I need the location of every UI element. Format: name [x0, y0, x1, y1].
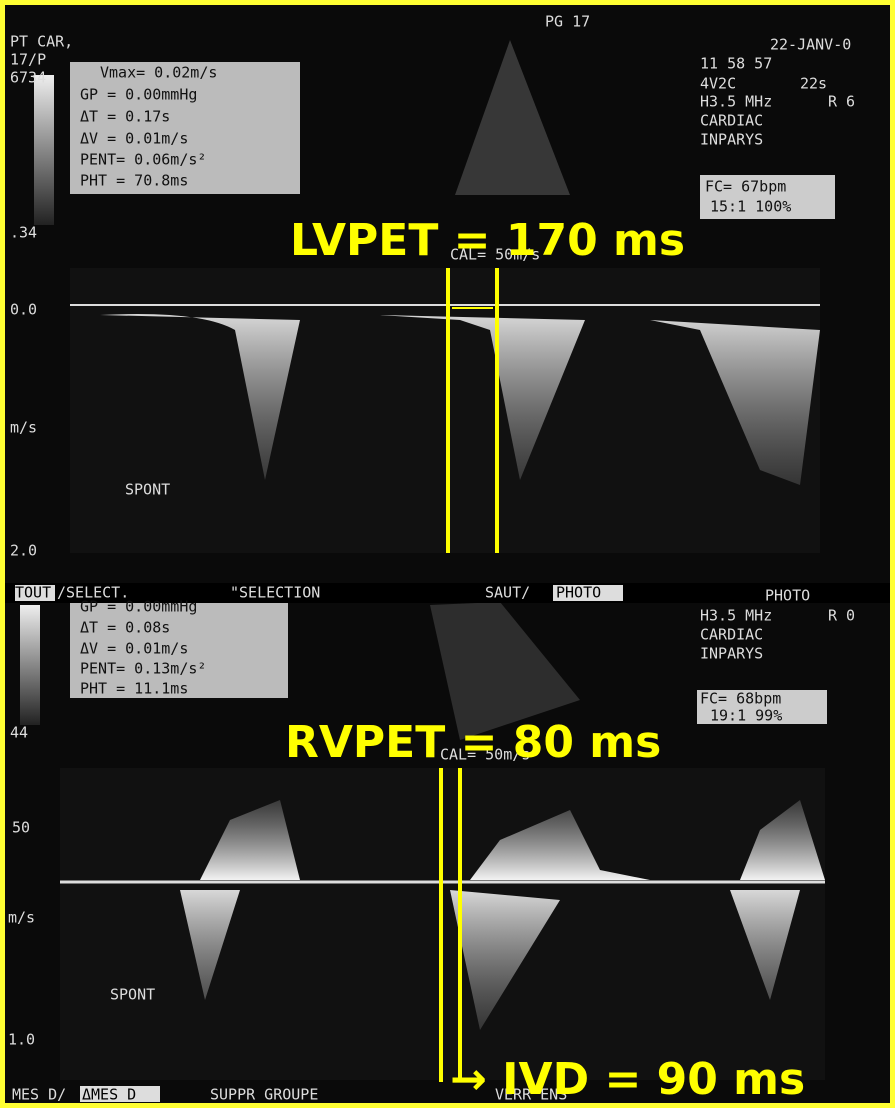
measurement: GP = 0.00mmHg	[80, 86, 197, 104]
gray-scale: 44	[10, 724, 28, 742]
frame-rate: 15:1 100%	[710, 198, 791, 216]
measurement: ΔT = 0.17s	[80, 108, 170, 126]
calibration: CAL= 50m/s	[450, 246, 540, 264]
menu-highlight	[553, 585, 623, 601]
menu-item: ΔMES D	[82, 1086, 136, 1104]
measure-box	[70, 603, 288, 698]
sector-image	[455, 40, 570, 195]
hr-box	[700, 175, 835, 219]
duration: 22s	[800, 75, 827, 93]
measurement: ΔT = 0.08s	[80, 619, 170, 637]
frequency: H3.5 MHz	[700, 93, 772, 111]
gray-bar	[34, 75, 54, 225]
annotation: LVPET = 170 ms	[290, 215, 685, 266]
menu-item: SUPPR GROUPE	[210, 1086, 318, 1104]
site: INPARYS	[700, 645, 763, 663]
menu-item: VERR ENS	[495, 1086, 567, 1104]
menu-highlight	[80, 1086, 160, 1102]
waveform	[180, 890, 800, 1030]
preset: CARDIAC	[700, 112, 763, 130]
menu-item: SAUT/	[485, 584, 530, 602]
measurement: PHT = 11.1ms	[80, 680, 188, 698]
measurement: PENT= 0.06m/s²	[80, 151, 206, 169]
measurement: ΔV = 0.01m/s	[80, 130, 188, 148]
scale-label: m/s	[8, 909, 35, 927]
frequency: H3.5 MHz	[700, 607, 772, 625]
menu-item: TOUT	[15, 584, 51, 602]
frame-rate: 19:1 99%	[710, 707, 782, 725]
menu-item: PHOTO	[556, 584, 601, 602]
gray-scale: .34	[10, 224, 37, 242]
measurement: PENT= 0.13m/s²	[80, 660, 206, 678]
date: 22-JANV-0	[770, 36, 851, 54]
time: 11 58 57	[700, 55, 772, 73]
heart-rate: FC= 67bpm	[705, 178, 786, 196]
preset: CARDIAC	[700, 626, 763, 644]
doppler-top	[70, 268, 820, 553]
measurements: GP = 0.00mmHg ΔT = 0.08s ΔV = 0.01m/s PE…	[80, 598, 206, 698]
calipers	[439, 268, 499, 1082]
trace-label: SPONT	[125, 481, 170, 499]
measurement: PHT = 70.8ms	[80, 172, 188, 190]
scale-label: 1.0	[8, 1031, 35, 1049]
menu-bar	[5, 583, 890, 603]
waveform	[100, 314, 820, 485]
menu-item: "SELECTION	[230, 584, 320, 602]
scale-label: 2.0	[10, 542, 37, 560]
heart-rate: FC= 68bpm	[700, 690, 781, 708]
site: INPARYS	[700, 131, 763, 149]
gray-bar	[20, 605, 40, 725]
range: R 6	[828, 93, 855, 111]
measure-box	[70, 62, 300, 194]
patient: 6734	[10, 69, 46, 87]
patient: 17/P	[10, 51, 46, 69]
annotation: RVPET = 80 ms	[285, 717, 661, 768]
hr-box	[697, 690, 827, 724]
menu-item: MES D/	[12, 1086, 66, 1104]
measurements: Vmax= 0.02m/s GP = 0.00mmHg ΔT = 0.17s Δ…	[80, 64, 217, 190]
trace-label: SPONT	[110, 986, 155, 1004]
menu-highlight	[15, 585, 55, 601]
scale-label: 0.0	[10, 301, 37, 319]
probe: 4V2C	[700, 75, 736, 93]
patient: PT CAR,	[10, 33, 73, 51]
annotation: → IVD = 90 ms	[450, 1054, 805, 1105]
measurement: GP = 0.00mmHg	[80, 598, 197, 616]
sector-image	[430, 602, 580, 740]
calibration: CAL= 50m/s	[440, 746, 530, 764]
menu-item: /SELECT.	[57, 584, 129, 602]
range: R 0	[828, 607, 855, 625]
scale-label: 50	[12, 819, 30, 837]
menu-item: PHOTO	[765, 587, 810, 605]
scale-label: m/s	[10, 419, 37, 437]
page: PG 17	[545, 13, 590, 31]
measurement: Vmax= 0.02m/s	[100, 64, 217, 82]
measurement: ΔV = 0.01m/s	[80, 640, 188, 658]
waveform	[200, 800, 825, 880]
